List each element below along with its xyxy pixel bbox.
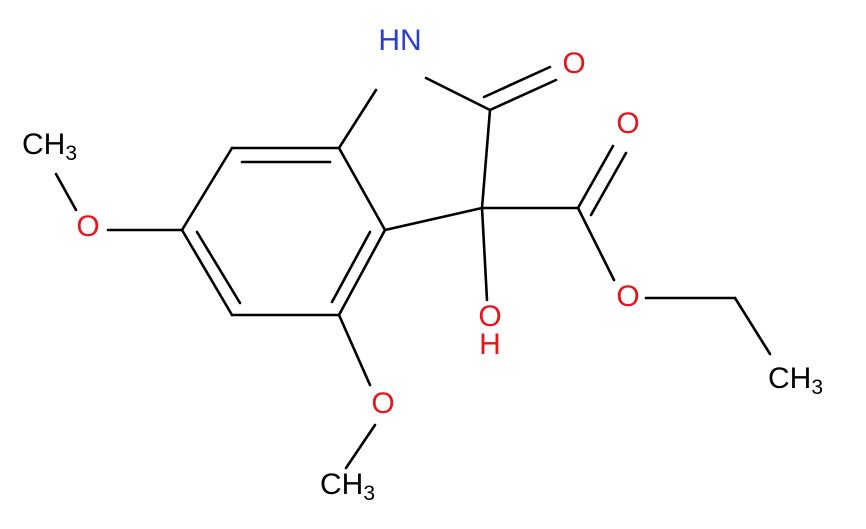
bond <box>195 230 242 305</box>
atom-label: CH3 <box>768 362 823 399</box>
atom-label-main: CH <box>320 468 363 501</box>
atom-label: H <box>479 328 501 361</box>
bond <box>344 423 377 470</box>
bond <box>576 144 615 210</box>
atom-label: HN <box>378 24 421 57</box>
atom-label: O <box>478 300 501 333</box>
bond <box>337 146 387 232</box>
atom-label-subscript: 3 <box>65 142 77 165</box>
bond <box>337 313 372 387</box>
bond <box>54 172 78 212</box>
bond <box>383 206 484 232</box>
bond <box>424 76 492 112</box>
bond <box>488 78 558 112</box>
bond <box>480 108 492 210</box>
atom-label-subscript: 3 <box>363 482 375 505</box>
bond <box>180 228 234 317</box>
bond <box>733 296 772 356</box>
bond <box>180 146 234 232</box>
atom-label: O <box>371 387 394 420</box>
atom-label: CH3 <box>22 128 77 165</box>
bond <box>337 228 387 317</box>
bond <box>330 230 372 304</box>
atom-label-main: CH <box>22 128 65 161</box>
bond <box>337 88 378 150</box>
bond <box>480 206 489 302</box>
atom-label-main: CH <box>768 362 811 395</box>
atom-label-subscript: 3 <box>811 376 823 399</box>
bonds <box>54 65 772 470</box>
atom-label: O <box>562 47 585 80</box>
bond <box>589 151 628 217</box>
atom-label: O <box>76 210 99 243</box>
atom-labels: HN O O O O H O O CH3 CH3 CH3 <box>22 24 823 505</box>
bond <box>576 206 616 282</box>
atom-label: O <box>616 107 639 140</box>
atom-label: CH3 <box>320 468 375 505</box>
atom-label: O <box>616 280 639 313</box>
bond <box>482 65 552 99</box>
